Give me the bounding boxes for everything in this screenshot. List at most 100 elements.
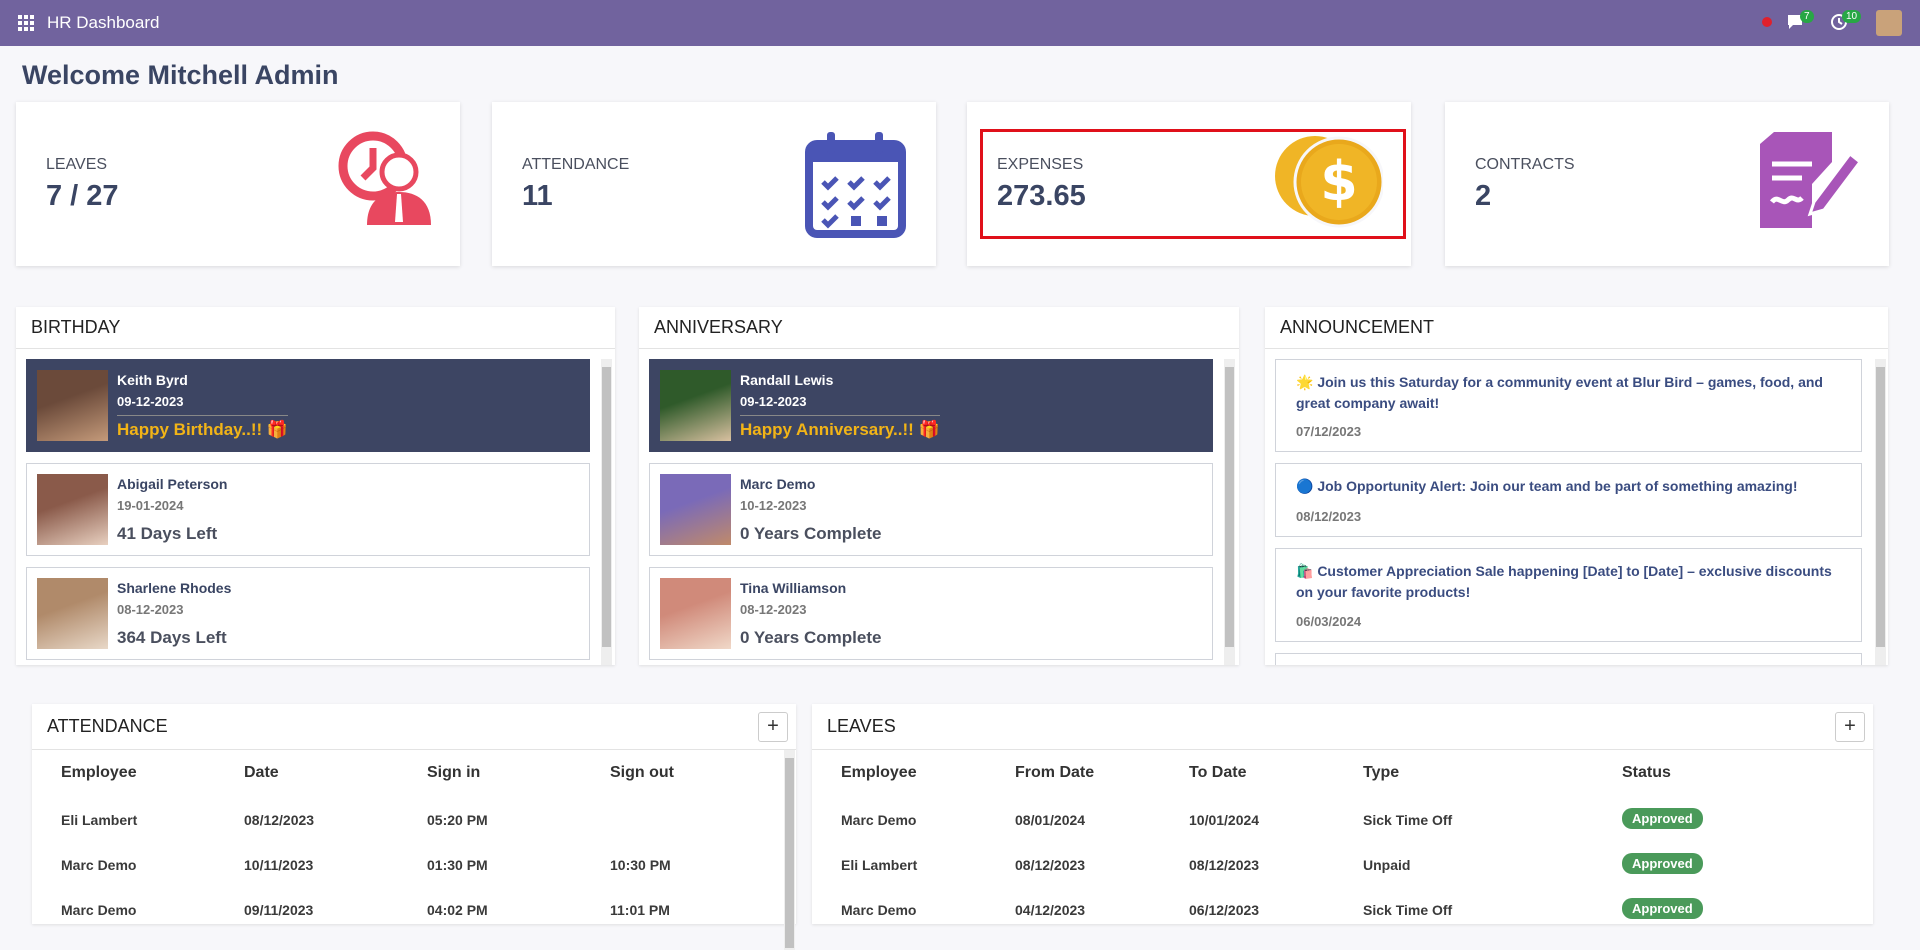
scroll-thumb	[785, 758, 794, 948]
cell: Approved	[1622, 853, 1703, 874]
person-name: Sharlene Rhodes	[117, 580, 232, 596]
cell: Approved	[1622, 898, 1703, 919]
stat-value: 273.65	[997, 180, 1086, 212]
stat-value: 11	[522, 180, 553, 212]
list-item[interactable]: Abigail Peterson 19-01-2024 41 Days Left	[26, 463, 590, 556]
cell: 08/12/2023	[1015, 857, 1086, 873]
cell: Unpaid	[1363, 857, 1411, 873]
announcement-panel: ANNOUNCEMENT 🌟 Join us this Saturday for …	[1265, 307, 1888, 665]
date: 19-01-2024	[117, 498, 184, 513]
cell: 08/01/2024	[1015, 812, 1086, 828]
scrollbar	[1224, 359, 1235, 665]
icon	[1760, 132, 1861, 228]
stat-card[interactable]: EXPENSES 273.65 $	[967, 102, 1411, 266]
cell: Approved	[1622, 808, 1703, 829]
scroll-thumb	[602, 367, 611, 647]
stat-label: EXPENSES	[997, 156, 1084, 173]
announcement-date: 06/03/2024	[1296, 614, 1362, 629]
note: 364 Days Left	[117, 628, 227, 647]
cell: 08/12/2023	[1189, 857, 1260, 873]
birthday-panel: BIRTHDAY Keith Byrd 09-12-2023 Happy Birthd…	[16, 307, 615, 665]
date: 10-12-2023	[740, 498, 807, 513]
cell: 06/12/2023	[1189, 902, 1260, 918]
cell: Sick Time Off	[1363, 902, 1453, 918]
stat-card[interactable]: LEAVES 7 / 27	[16, 102, 460, 266]
add-button[interactable]: +	[1835, 712, 1865, 742]
chat-icon[interactable]	[1786, 13, 1806, 31]
person-name: Tina Williamson	[740, 580, 847, 596]
announcement-item[interactable]: 🔵 Job Opportunity Alert: Join our team a…	[1275, 463, 1862, 537]
date: 08-12-2023	[117, 602, 184, 617]
announcement-text: 🛍️ Customer Appreciation Sale happening …	[1296, 563, 1832, 600]
stat-label: ATTENDANCE	[522, 156, 630, 173]
welcome-heading: Welcome Mitchell Admin	[22, 60, 339, 90]
announcement-item[interactable]: 🌟 Join us this Saturday for a community …	[1275, 359, 1862, 452]
cell: 11:01 PM	[610, 902, 670, 918]
column-header: Status	[1622, 764, 1671, 781]
scroll-thumb	[1876, 367, 1885, 647]
top-bar: HR Dashboard 7 10	[0, 0, 1920, 46]
panel-title: BIRTHDAY	[16, 307, 615, 349]
announcement-date: 08/12/2023	[1296, 509, 1362, 524]
cell: Eli Lambert	[841, 857, 918, 873]
cell: Marc Demo	[61, 902, 137, 918]
column-header: Sign in	[427, 764, 481, 781]
panel-title: LEAVES	[812, 704, 1873, 750]
date: 09-12-2023	[740, 394, 807, 409]
column-header: Type	[1363, 764, 1400, 781]
stat-card[interactable]: ATTENDANCE 11	[492, 102, 936, 266]
column-header: From Date	[1015, 764, 1095, 781]
icon: $	[1275, 136, 1383, 228]
add-button[interactable]: +	[758, 712, 788, 742]
avatar	[660, 474, 731, 545]
panel-title: ANNOUNCEMENT	[1265, 307, 1888, 349]
list-item[interactable]: Randall Lewis 09-12-2023 Happy Anniversary…	[649, 359, 1213, 452]
cell: Eli Lambert	[61, 812, 138, 828]
person-name: Keith Byrd	[117, 372, 188, 388]
icon	[338, 131, 431, 225]
list-item[interactable]: Marc Demo 10-12-2023 0 Years Complete	[649, 463, 1213, 556]
note: Happy Anniversary..!! 🎁	[740, 415, 940, 440]
cell: 05:20 PM	[427, 812, 488, 828]
note: 0 Years Complete	[740, 524, 882, 543]
list-item[interactable]: Tina Williamson 08-12-2023 0 Years Complet…	[649, 567, 1213, 660]
user-avatar[interactable]	[1876, 10, 1902, 36]
announcement-item[interactable]: 🛍️ Customer Appreciation Sale happening …	[1275, 548, 1862, 642]
column-header: Sign out	[610, 764, 674, 781]
note: 0 Years Complete	[740, 628, 882, 647]
activity-badge: 10	[1842, 10, 1862, 23]
person-name: Abigail Peterson	[117, 476, 228, 492]
cell: 08/12/2023	[244, 812, 315, 828]
panel-title: ANNIVERSARY	[639, 307, 1239, 349]
cell: 10:30 PM	[610, 857, 671, 873]
app-menu-icon[interactable]	[18, 15, 34, 31]
cell: 04/12/2023	[1015, 902, 1086, 918]
svg-text:$: $	[1320, 150, 1358, 213]
avatar	[37, 474, 108, 545]
stat-card[interactable]: CONTRACTS 2	[1445, 102, 1889, 266]
anniversary-panel: ANNIVERSARY Randall Lewis 09-12-2023 Happy …	[639, 307, 1239, 665]
status-badge: Approved	[1622, 808, 1703, 829]
column-header: Employee	[61, 764, 137, 781]
highlight-box	[980, 129, 1406, 239]
avatar	[660, 370, 731, 441]
cell: Marc Demo	[61, 857, 137, 873]
date: 08-12-2023	[740, 602, 807, 617]
list-item[interactable]: Keith Byrd 09-12-2023 Happy Birthday..!! 🎁	[26, 359, 590, 452]
status-badge: Approved	[1622, 898, 1703, 919]
scrollbar	[601, 359, 612, 665]
avatar	[37, 370, 108, 441]
list-item	[1275, 653, 1862, 665]
cell: 09/11/2023	[244, 902, 314, 918]
app-title: HR Dashboard	[47, 13, 160, 32]
chat-badge: 7	[1800, 10, 1814, 23]
scrollbar	[1875, 359, 1886, 665]
leaves-table: LEAVES + Employee From Date To Date Type Statu…	[812, 704, 1873, 924]
cell: 10/01/2024	[1189, 812, 1260, 828]
panel-title: ATTENDANCE	[32, 704, 796, 750]
column-header: To Date	[1189, 764, 1247, 781]
announcement-text: 🔵 Job Opportunity Alert: Join our team a…	[1296, 478, 1798, 494]
list-item[interactable]: Sharlene Rhodes 08-12-2023 364 Days Left	[26, 567, 590, 660]
avatar	[37, 578, 108, 649]
